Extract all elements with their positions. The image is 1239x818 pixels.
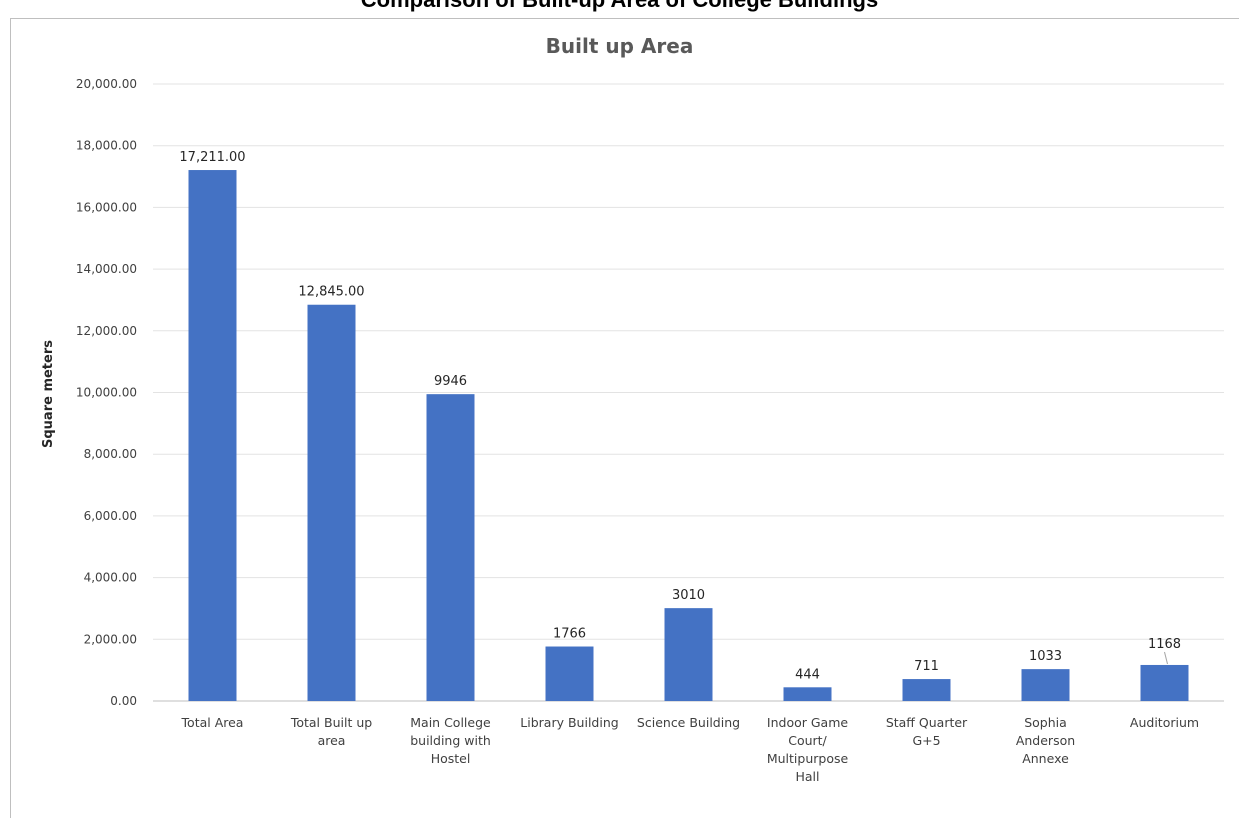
bar: [1021, 669, 1070, 701]
x-category-label: Main College building with Hostel: [410, 715, 491, 766]
bar: [1140, 664, 1189, 701]
bar: [783, 687, 832, 701]
x-axis-categories: Total Area Total Built up area Main College…: [181, 715, 1200, 784]
y-axis-ticks: 0.00 2,000.00 4,000.00 6,000.00 8,000.00 10,0…: [76, 77, 137, 708]
data-label: 1766: [553, 627, 586, 642]
data-label: 1168: [1148, 637, 1181, 652]
page-header-text: Comparison of Built-up Area of College B…: [0, 0, 1239, 13]
y-tick-label: 12,000.00: [76, 324, 137, 338]
bar-chart: 0.00 2,000.00 4,000.00 6,000.00 8,000.00 10,0…: [41, 77, 1224, 784]
data-labels: 17,211.00 12,845.00 9946 1766 3010 444 711 1033…: [179, 150, 1181, 682]
y-tick-label: 8,000.00: [84, 447, 137, 461]
bar: [307, 304, 356, 701]
data-label-leader: [1164, 651, 1168, 665]
chart-frame: [10, 18, 1239, 818]
x-category-label: Total Area: [181, 715, 244, 730]
bar: [545, 646, 594, 701]
bar: [664, 608, 713, 701]
bar: [426, 394, 475, 701]
x-category-label: Library Building: [520, 715, 618, 730]
y-tick-label: 10,000.00: [76, 386, 137, 400]
bar: [188, 170, 237, 701]
y-tick-label: 4,000.00: [84, 571, 137, 585]
y-axis-title: Square meters: [41, 340, 56, 448]
page-header: Comparison of Built-up Area of College B…: [0, 0, 1239, 22]
chart-title: Built up Area: [545, 34, 694, 58]
data-label: 17,211.00: [179, 150, 245, 165]
x-category-label: Sophia Anderson Annexe: [1016, 715, 1075, 766]
x-category-label: Total Built up area: [290, 715, 372, 748]
y-tick-label: 0.00: [110, 694, 137, 708]
data-label: 444: [795, 667, 820, 682]
data-label: 9946: [434, 374, 467, 389]
data-label: 3010: [672, 588, 705, 603]
y-tick-label: 16,000.00: [76, 200, 137, 214]
x-category-label: Staff Quarter G+5: [886, 715, 968, 748]
bars: [188, 170, 1189, 701]
x-category-label: Science Building: [637, 715, 740, 730]
data-label: 711: [914, 659, 939, 674]
x-category-label: Indoor Game Court/Multipurpose Hall: [767, 715, 849, 784]
y-tick-label: 14,000.00: [76, 262, 137, 276]
y-tick-label: 2,000.00: [84, 632, 137, 646]
y-tick-label: 20,000.00: [76, 77, 137, 91]
y-tick-label: 18,000.00: [76, 139, 137, 153]
data-label: 12,845.00: [298, 285, 364, 300]
bar: [902, 679, 951, 701]
x-category-label: Auditorium: [1130, 715, 1199, 730]
data-label: 1033: [1029, 649, 1062, 664]
y-tick-label: 6,000.00: [84, 509, 137, 523]
